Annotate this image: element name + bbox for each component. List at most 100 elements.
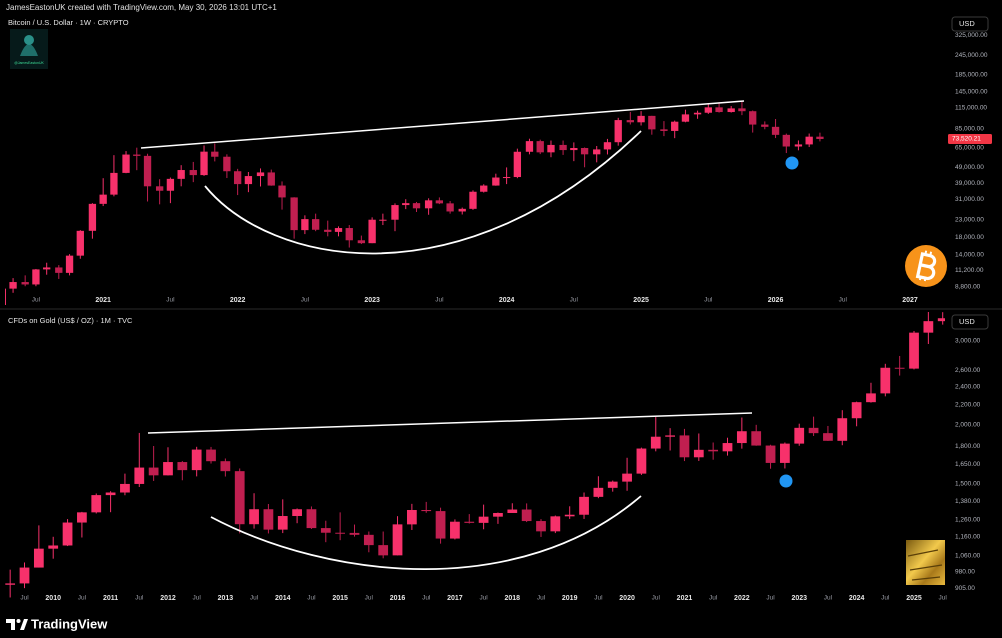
y-tick-label: 2,200.00 (955, 402, 981, 409)
x-tick-label: 2013 (218, 595, 234, 602)
candle-body (200, 151, 208, 176)
candle-body (33, 548, 44, 568)
candle-body (21, 282, 29, 285)
x-tick-label: 2024 (499, 297, 515, 304)
candle-body (492, 177, 500, 186)
y-tick-label: 39,000.00 (955, 180, 984, 187)
x-tick-label: Jul (570, 297, 579, 304)
candle-body (368, 219, 376, 244)
candle-body (805, 136, 813, 145)
candle-body (99, 194, 107, 204)
candle-body (469, 191, 477, 209)
y-tick-label: 145,000.00 (955, 88, 988, 95)
x-tick-label: Jul (301, 297, 310, 304)
candle-body (76, 230, 84, 256)
candle-body (211, 151, 219, 157)
y-tick-label: 185,000.00 (955, 71, 988, 78)
header-text: JamesEastonUK created with TradingView.c… (6, 3, 277, 12)
candle-body (421, 509, 432, 512)
candle-body (263, 509, 274, 530)
candle-body (478, 516, 489, 523)
x-tick-label: 2025 (633, 297, 649, 304)
footer-brand: TradingView (31, 616, 108, 631)
candle-body (278, 185, 286, 198)
x-tick-label: Jul (20, 595, 29, 602)
candle-body (88, 203, 97, 231)
x-tick-label: 2010 (45, 595, 61, 602)
candle-body (292, 509, 302, 517)
x-tick-label: 2021 (677, 595, 693, 602)
candle-body (564, 514, 575, 517)
candle-body (502, 177, 511, 179)
y-tick-label: 1,160.00 (955, 534, 981, 541)
candle-body (349, 532, 360, 535)
y-tick-label: 85,000.00 (955, 126, 984, 133)
y-tick-label: 905.00 (955, 585, 975, 592)
candle-body (363, 534, 374, 546)
currency-label[interactable]: USD (959, 317, 975, 326)
candle-body (603, 142, 612, 150)
x-tick-label: 2018 (505, 595, 521, 602)
candle-body (5, 288, 6, 305)
y-tick-label: 2,000.00 (955, 421, 981, 428)
x-tick-label: 2022 (230, 297, 246, 304)
candle-body (622, 473, 632, 482)
candle-body (880, 367, 891, 394)
candle-body (650, 436, 661, 449)
currency-box[interactable] (951, 16, 989, 32)
candle-body (249, 509, 259, 525)
candle-body (5, 583, 16, 585)
y-tick-label: 1,500.00 (955, 481, 981, 488)
candle-body (435, 511, 446, 539)
candle-body (761, 124, 769, 127)
avatar (10, 29, 48, 69)
x-tick-label: 2025 (906, 595, 922, 602)
currency-box[interactable] (951, 314, 989, 330)
candle-body (446, 203, 454, 212)
candle-body (148, 467, 159, 476)
candle-body (536, 141, 544, 153)
candle-body (244, 176, 253, 185)
candle-body (521, 509, 532, 522)
candle-body (357, 240, 366, 244)
candle-body (579, 496, 589, 515)
y-tick-label: 245,000.00 (955, 52, 988, 59)
candle-body (32, 269, 40, 285)
x-tick-label: Jul (824, 595, 833, 602)
candle-body (233, 171, 242, 185)
x-tick-label: Jul (537, 595, 546, 602)
x-tick-label: Jul (652, 595, 661, 602)
candle-body (189, 170, 197, 176)
y-tick-label: 14,000.00 (955, 251, 984, 258)
y-tick-label: 18,000.00 (955, 234, 984, 241)
candle-body (48, 545, 59, 549)
currency-label[interactable]: USD (959, 19, 975, 28)
candle-body (105, 492, 116, 496)
candle-body (909, 332, 919, 369)
y-tick-label: 1,650.00 (955, 461, 981, 468)
candle-body (378, 545, 389, 556)
x-tick-label: Jul (193, 595, 202, 602)
candle-body (77, 512, 87, 523)
y-tick-label: 2,400.00 (955, 384, 981, 391)
bitcoin-logo (905, 245, 947, 287)
candle-body (134, 467, 145, 484)
candle-body (816, 136, 824, 139)
candle-body (9, 282, 17, 289)
x-tick-label: Jul (32, 297, 41, 304)
candle-body (43, 267, 51, 270)
y-tick-label: 3,000.00 (955, 338, 981, 345)
x-tick-label: 2027 (902, 297, 918, 304)
x-tick-label: Jul (594, 595, 603, 602)
x-tick-label: Jul (479, 595, 488, 602)
candle-body (267, 172, 275, 186)
y-tick-label: 49,000.00 (955, 164, 984, 171)
candle-body (402, 203, 410, 206)
cup-curve (210, 495, 642, 570)
candle-body (379, 219, 387, 221)
candle-body (782, 134, 790, 147)
y-tick-label: 65,000.00 (955, 144, 984, 151)
plot-area (5, 101, 824, 305)
